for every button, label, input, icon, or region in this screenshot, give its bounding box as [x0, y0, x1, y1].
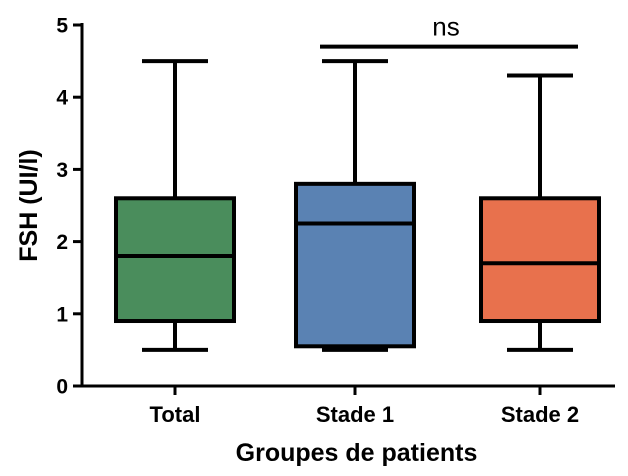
iqr-box — [114, 196, 236, 324]
y-axis-title: FSH (UI/l) — [15, 149, 43, 262]
boxes — [114, 59, 601, 352]
y-tick-label: 0 — [56, 376, 68, 399]
y-tick-label: 2 — [56, 231, 68, 254]
y-ticks: 0 1 2 3 4 5 — [56, 15, 82, 399]
axes: 0 1 2 3 4 5 Total Stade 1 Stade 2 — [56, 15, 615, 427]
box-stade-2 — [479, 73, 601, 352]
box-total — [114, 59, 236, 352]
x-ticks: Total Stade 1 Stade 2 — [150, 386, 579, 427]
box-stade-1 — [294, 59, 416, 352]
x-axis-title: Groupes de patients — [236, 439, 478, 467]
annotations: ns — [320, 12, 578, 49]
y-tick-label: 1 — [56, 303, 68, 326]
iqr-box — [294, 181, 416, 349]
y-tick-label: 4 — [56, 87, 68, 110]
iqr-box — [479, 196, 601, 324]
x-tick-label: Total — [150, 402, 201, 427]
significance-label: ns — [432, 12, 459, 42]
x-tick-label: Stade 2 — [501, 402, 579, 427]
y-tick-label: 3 — [56, 159, 68, 182]
x-tick-label: Stade 1 — [316, 402, 394, 427]
y-tick-label: 5 — [56, 15, 68, 38]
